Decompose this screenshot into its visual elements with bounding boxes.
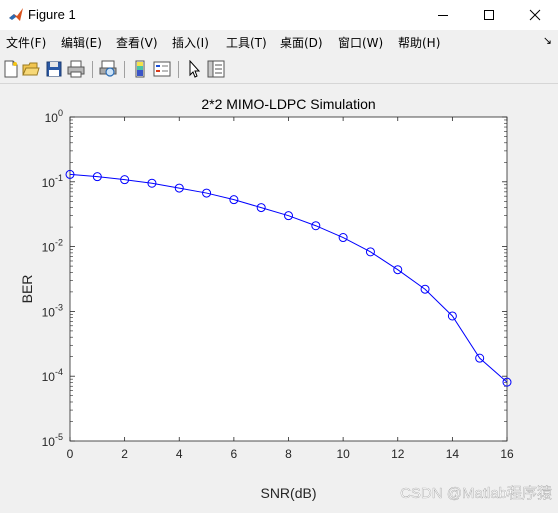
new-figure-icon[interactable]: [2, 60, 20, 78]
close-icon: [529, 9, 541, 21]
ber-data-point: [311, 221, 321, 231]
menu-bar: 文件(F) 编辑(E) 查看(V) 插入(I) 工具(T) 桌面(D) 窗口(W…: [0, 30, 558, 54]
print-icon[interactable]: [67, 60, 85, 78]
toolbar-separator: [178, 61, 179, 78]
ber-data-point: [447, 311, 457, 321]
minimize-icon: [438, 15, 448, 16]
menu-overflow-icon[interactable]: ↘: [542, 34, 552, 47]
menu-tools[interactable]: 工具(T): [226, 36, 267, 50]
ber-data-point: [229, 195, 239, 205]
ber-chart[interactable]: 2*2 MIMO-LDPC Simulation SNR(dB) BER 0 2 4…: [0, 84, 558, 509]
y-tick-label: 10-4: [42, 367, 63, 384]
toolbar-separator: [92, 61, 93, 78]
save-icon[interactable]: [45, 60, 63, 78]
minimize-button[interactable]: [420, 0, 466, 30]
ber-data-point: [475, 353, 485, 363]
ber-data-point: [393, 265, 403, 275]
y-tick-label: 10-3: [42, 302, 63, 319]
menu-desktop[interactable]: 桌面(D): [280, 36, 323, 50]
y-tick-label: 100: [45, 108, 63, 125]
ber-data-point: [365, 247, 375, 257]
x-tick-label: 8: [285, 447, 292, 461]
chart-title: 2*2 MIMO-LDPC Simulation: [201, 96, 375, 112]
y-tick-label: 10-1: [42, 173, 63, 190]
x-tick-label: 12: [391, 447, 405, 461]
matlab-logo-icon: [9, 8, 23, 21]
y-tick-label: 10-5: [42, 432, 63, 449]
print-preview-icon[interactable]: [99, 60, 117, 78]
ber-data-point: [120, 175, 130, 185]
menu-edit[interactable]: 编辑(E): [61, 36, 102, 50]
ber-data-point: [174, 183, 184, 193]
axes-box: [69, 116, 508, 442]
ber-data-point: [420, 284, 430, 294]
y-tick-label: 10-2: [42, 238, 63, 255]
figure-toolbar: [0, 56, 558, 84]
x-tick-label: 2: [121, 447, 128, 461]
menu-view[interactable]: 查看(V): [116, 36, 158, 50]
open-file-icon[interactable]: [22, 60, 40, 78]
property-inspector-icon[interactable]: [207, 60, 225, 78]
x-tick-label: 0: [67, 447, 74, 461]
maximize-icon: [484, 10, 494, 20]
x-tick-label: 6: [231, 447, 238, 461]
ber-data-point: [147, 178, 157, 188]
x-axis-label: SNR(dB): [260, 485, 316, 501]
menu-window[interactable]: 窗口(W): [338, 36, 384, 50]
x-tick-label: 10: [336, 447, 350, 461]
x-tick-label: 14: [446, 447, 460, 461]
menu-help[interactable]: 帮助(H): [398, 36, 441, 50]
toolbar-separator: [124, 61, 125, 78]
x-tick-label: 4: [176, 447, 183, 461]
maximize-button[interactable]: [466, 0, 512, 30]
csdn-watermark: CSDN @Matlab程序猿: [400, 485, 552, 502]
window-titlebar: Figure 1: [0, 0, 558, 30]
ber-data-point: [338, 233, 348, 243]
colorbar-icon[interactable]: [131, 60, 149, 78]
ber-data-point: [284, 211, 293, 221]
window-title: Figure 1: [28, 7, 76, 22]
legend-icon[interactable]: [153, 60, 171, 78]
ber-series-line: [69, 173, 508, 383]
ber-data-point: [202, 188, 212, 198]
close-button[interactable]: [512, 0, 558, 30]
ber-data-point: [65, 169, 75, 179]
menu-insert[interactable]: 插入(I): [172, 36, 209, 50]
ber-data-point: [92, 172, 102, 182]
figure-canvas[interactable]: 2*2 MIMO-LDPC Simulation SNR(dB) BER 0 2 4…: [0, 84, 558, 509]
menu-file[interactable]: 文件(F): [6, 36, 47, 50]
ber-data-point: [502, 377, 512, 387]
ber-data-point: [256, 203, 266, 213]
x-tick-label: 16: [500, 447, 514, 461]
pointer-icon[interactable]: [185, 60, 203, 78]
y-axis-label: BER: [19, 275, 35, 304]
